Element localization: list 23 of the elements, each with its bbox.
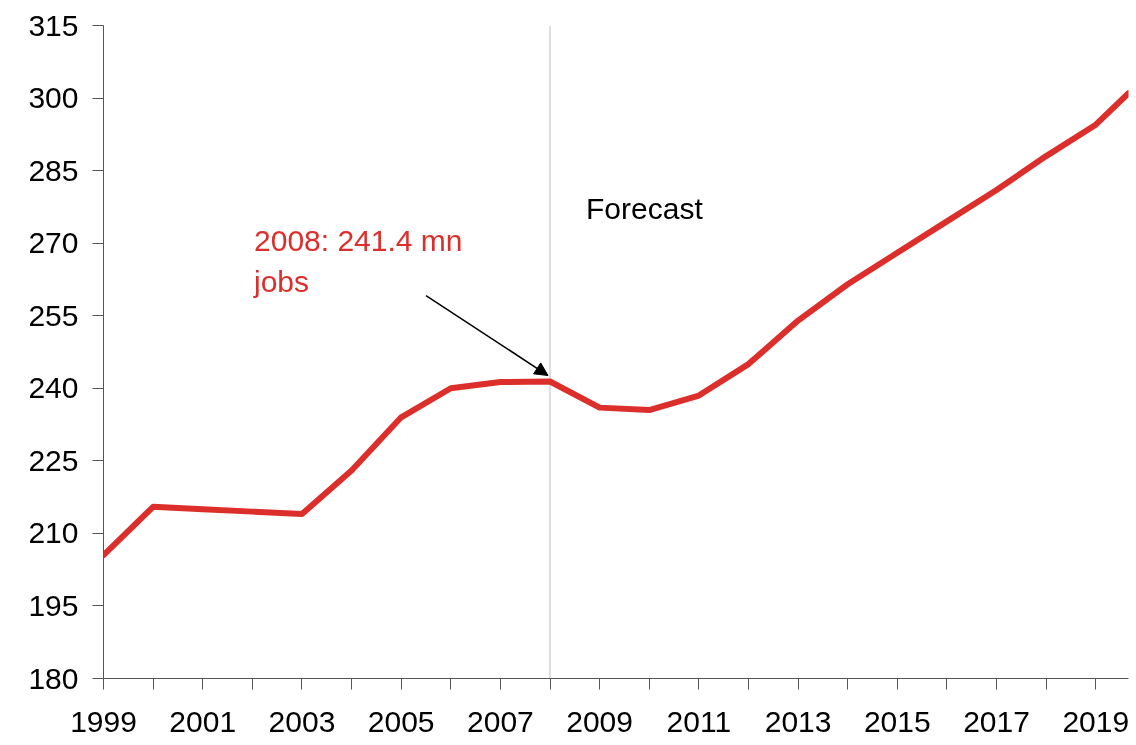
annotation: 2008: 241.4 mn jobs: [253, 223, 463, 298]
x-tick-label: 2001: [169, 704, 237, 738]
y-tick-label: 255: [28, 298, 79, 332]
x-tick-label: 1999: [70, 704, 137, 738]
x-tick-label: 2019: [1062, 704, 1130, 738]
y-tick-label: 225: [28, 443, 79, 477]
x-tick-label: 2005: [367, 704, 435, 738]
y-tick-label: 195: [28, 588, 79, 622]
y-tick-label: 300: [28, 81, 79, 115]
y-tick-label: 270: [28, 226, 79, 260]
x-tick-label: 2011: [666, 704, 732, 738]
x-tick-label: 2013: [764, 704, 832, 738]
y-tick-label: 315: [28, 8, 79, 42]
y-tick-label: 180: [28, 661, 79, 695]
y-tick-label: 240: [28, 371, 79, 405]
y-tick-label: 210: [28, 516, 79, 550]
x-tick-label: 2017: [963, 704, 1030, 738]
y-tick-label: 285: [28, 153, 79, 187]
x-tick-label: 2009: [566, 704, 634, 738]
x-tick-label: 2015: [863, 704, 931, 738]
x-tick-label: 2007: [467, 704, 534, 738]
x-tick-label: 2003: [268, 704, 336, 738]
ref-line-label: Forecast: [586, 191, 704, 225]
